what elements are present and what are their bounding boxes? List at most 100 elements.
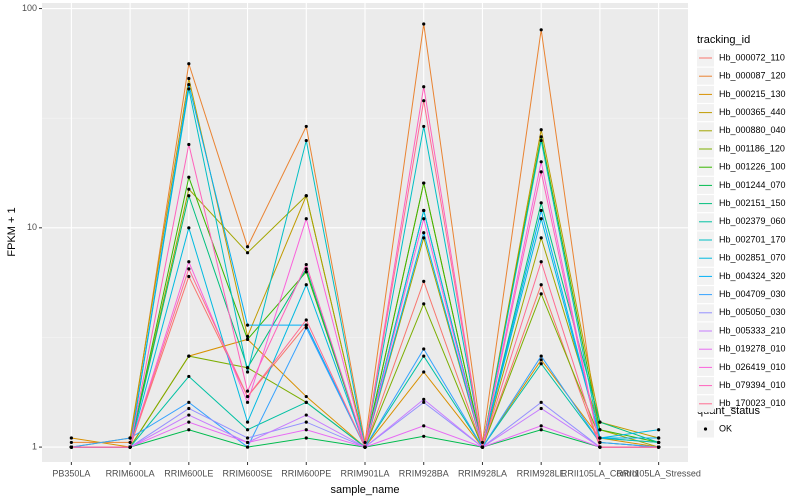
data-point <box>598 428 602 432</box>
data-point <box>422 217 426 221</box>
data-point <box>304 283 308 287</box>
data-point <box>304 436 308 440</box>
data-point <box>187 406 191 411</box>
legend-label: Hb_000087_120 <box>719 71 786 81</box>
x-tick-label: RRIM928LE <box>517 468 566 478</box>
data-point <box>304 262 308 267</box>
legend-label: Hb_026419_010 <box>719 362 786 372</box>
data-point <box>422 400 426 404</box>
data-point <box>539 201 543 205</box>
legend-label: Hb_170023_010 <box>719 398 786 408</box>
data-point <box>187 142 191 147</box>
data-point <box>245 366 250 370</box>
data-point <box>480 445 485 449</box>
data-point <box>598 436 602 440</box>
data-point <box>304 267 308 271</box>
y-tick-label: 100 <box>22 3 37 13</box>
data-point <box>422 370 426 374</box>
data-point <box>539 160 543 164</box>
data-point <box>245 337 250 341</box>
y-tick-label: 10 <box>27 222 37 232</box>
data-point <box>363 445 367 449</box>
data-point <box>304 428 308 432</box>
data-point <box>245 245 250 249</box>
data-point <box>245 394 250 399</box>
data-point <box>187 374 191 379</box>
data-point <box>245 370 250 374</box>
x-tick-label: RRIM928BA <box>399 468 449 478</box>
data-point <box>304 323 308 327</box>
legend-label: Hb_001226_100 <box>719 162 786 172</box>
data-point <box>657 436 661 440</box>
legend-label: Hb_004709_030 <box>719 289 786 299</box>
data-point <box>304 138 308 143</box>
data-point <box>187 194 191 198</box>
data-point <box>187 428 191 432</box>
data-point <box>422 22 426 26</box>
data-point <box>187 267 191 271</box>
data-point <box>187 62 191 66</box>
data-point <box>304 217 308 221</box>
data-point <box>187 260 191 264</box>
data-point <box>128 440 132 445</box>
data-point <box>539 236 543 240</box>
data-point <box>245 420 250 424</box>
data-point <box>304 420 308 424</box>
data-point <box>245 323 250 327</box>
data-point <box>304 394 308 399</box>
data-point <box>128 445 132 449</box>
x-tick-label: RRII105LA_Stressed <box>616 468 701 478</box>
x-tick-label: RRIM901LA <box>340 468 389 478</box>
data-point <box>422 397 426 401</box>
data-point <box>539 28 543 32</box>
legend-label: Hb_002701_170 <box>719 234 786 244</box>
legend-title: tracking_id <box>697 34 750 46</box>
data-point <box>69 440 73 445</box>
data-point <box>539 170 543 174</box>
data-point <box>422 208 426 213</box>
data-point <box>657 440 661 445</box>
legend-point <box>703 427 708 431</box>
data-point <box>422 302 426 306</box>
data-point <box>304 400 308 404</box>
data-point <box>187 87 191 91</box>
data-point <box>245 445 250 449</box>
data-point <box>480 440 485 445</box>
data-point <box>187 82 191 87</box>
data-point <box>539 260 543 264</box>
data-point <box>598 445 602 449</box>
data-point <box>69 445 73 449</box>
data-point <box>245 436 250 440</box>
data-point <box>304 318 308 322</box>
data-point <box>539 138 543 143</box>
data-point <box>304 270 308 274</box>
data-point <box>245 389 250 393</box>
data-point <box>422 424 426 428</box>
data-point <box>422 181 426 185</box>
x-tick-label: RRIM600LE <box>164 468 213 478</box>
y-tick-label: 1 <box>32 441 37 451</box>
data-point <box>245 428 250 432</box>
y-axis-title: FPKM + 1 <box>6 207 18 256</box>
x-tick-label: RRIM600PE <box>281 468 331 478</box>
legend-label: OK <box>719 423 732 433</box>
data-point <box>422 124 426 129</box>
data-point <box>598 440 602 445</box>
data-point <box>304 124 308 129</box>
data-point <box>422 279 426 283</box>
legend-label: Hb_019278_010 <box>719 344 786 354</box>
data-point <box>187 226 191 230</box>
legend-label: Hb_005333_210 <box>719 325 786 335</box>
legend-label: Hb_005050_030 <box>719 307 786 317</box>
data-point <box>422 434 426 438</box>
data-point <box>245 440 250 445</box>
data-point <box>539 135 543 139</box>
data-point <box>363 440 367 445</box>
data-point <box>539 292 543 296</box>
legend-label: Hb_000072_110 <box>719 52 785 62</box>
data-point <box>539 354 543 358</box>
data-point <box>539 424 543 428</box>
data-point <box>69 436 73 440</box>
data-point <box>304 326 308 330</box>
